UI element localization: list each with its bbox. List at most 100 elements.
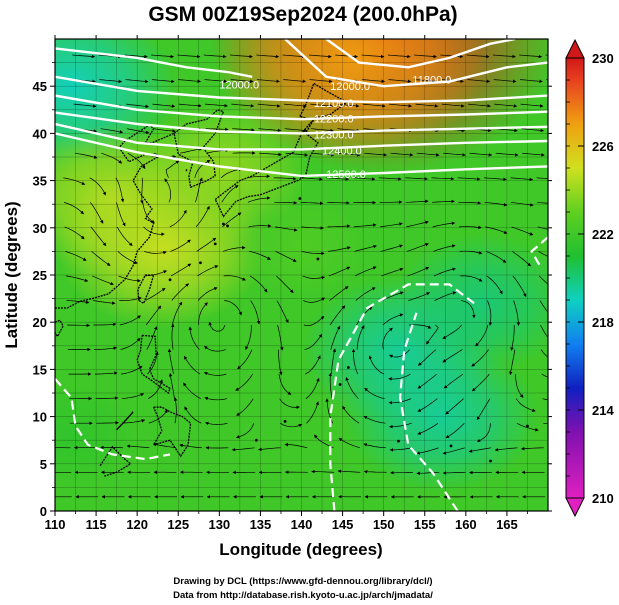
colorbar-tick-label: 222 (592, 227, 614, 242)
contour-label: 12300.0 (314, 129, 354, 141)
wind-arrow (432, 199, 455, 204)
wind-arrow (99, 79, 123, 84)
wind-arrow (521, 128, 545, 133)
wind-arrow (65, 251, 87, 261)
wind-arrow (230, 54, 253, 59)
wind-arrow (73, 103, 97, 108)
wind-arrow (519, 79, 543, 84)
wind-arrow (361, 54, 385, 59)
colorbar-tick-label: 210 (592, 491, 614, 506)
wind-arrow (247, 196, 271, 203)
height-contour (55, 75, 548, 104)
height-contour (55, 122, 548, 151)
wind-arrow (485, 226, 508, 234)
wind-arrow (203, 346, 226, 352)
wind-arrow (119, 315, 141, 326)
contour-label: 12500.0 (326, 169, 366, 181)
wind-arrow (363, 470, 387, 474)
wind-arrow (184, 355, 201, 375)
wind-arrow (126, 444, 150, 449)
wind-arrow (381, 267, 404, 277)
wind-arrow (368, 355, 385, 375)
wind-arrow (417, 422, 439, 435)
wind-arrow (124, 54, 148, 59)
wind-arrow (434, 291, 457, 301)
wind-arrow (433, 267, 456, 277)
wind-arrow (250, 300, 261, 325)
wind-arrow (432, 221, 456, 228)
wind-arrow (543, 422, 548, 425)
wind-arrow (460, 300, 476, 319)
wind-arrow (121, 365, 143, 375)
wind-arrow (433, 244, 456, 252)
y-tick-label: 20 (33, 315, 47, 330)
wind-arrow (442, 349, 463, 363)
wind-arrow (329, 305, 346, 326)
wind-arrow (443, 373, 464, 389)
wind-arrow (183, 382, 201, 400)
coastline (136, 334, 171, 395)
wind-arrow (363, 416, 386, 424)
wind-arrow (538, 251, 548, 257)
wind-arrow (249, 251, 271, 260)
wind-arrow (409, 324, 432, 329)
wind-arrow (245, 325, 252, 350)
wind-arrow (188, 326, 200, 350)
wind-arrow (414, 79, 438, 84)
colorbar-tick-label: 230 (592, 51, 614, 66)
wind-arrow (177, 54, 201, 59)
temperature-patch (55, 384, 138, 487)
wind-arrow (406, 220, 429, 228)
wind-arrow (494, 447, 518, 452)
y-tick-label: 0 (40, 504, 47, 519)
wind-arrow (416, 152, 440, 157)
wind-arrow (306, 401, 319, 424)
wind-arrow (247, 174, 271, 179)
wind-arrow (546, 79, 548, 81)
colorbar-max-triangle (565, 38, 585, 59)
wind-arrow (169, 209, 187, 228)
wind-arrow (355, 287, 376, 301)
x-tick-label: 140 (291, 517, 313, 532)
credit-data: Data from http://database.rish.kyoto-u.a… (173, 590, 433, 601)
wind-arrow (151, 54, 175, 59)
wind-arrow (466, 54, 490, 59)
wind-arrow (205, 103, 228, 108)
wind-arrow (382, 313, 404, 326)
temperature-patch (392, 234, 548, 373)
wind-arrow (520, 446, 544, 451)
contour-label: 12000.0 (330, 81, 370, 93)
wind-arrow (152, 103, 176, 108)
wind-arrow (512, 251, 532, 267)
x-tick-label: 150 (373, 517, 395, 532)
wind-arrow (495, 152, 519, 157)
wind-arrow (326, 201, 350, 205)
height-contour (55, 378, 171, 461)
island (283, 419, 287, 423)
wind-arrow (328, 266, 351, 277)
wind-arrow (275, 251, 297, 262)
height-contour (530, 236, 548, 267)
wind-arrow (153, 128, 176, 133)
island (489, 459, 492, 463)
wind-arrow (389, 349, 410, 358)
wind-arrow (458, 225, 482, 230)
wind-arrow (144, 270, 168, 277)
wind-arrow (63, 177, 86, 185)
wind-arrow (445, 398, 464, 415)
wind-arrow (66, 300, 90, 304)
wind-arrow (274, 226, 298, 232)
wind-arrow (203, 371, 227, 376)
wind-arrow (510, 177, 534, 182)
wind-arrow (511, 226, 534, 236)
wind-arrow (145, 288, 166, 301)
wind-arrow (362, 79, 385, 84)
wind-arrow (515, 374, 524, 398)
y-tick-label: 35 (33, 174, 47, 189)
x-tick-label: 145 (332, 517, 354, 532)
wind-arrow (118, 275, 141, 283)
wind-arrow (364, 387, 385, 400)
wind-arrow (542, 398, 548, 401)
wind-arrow (258, 128, 282, 133)
island (199, 261, 202, 265)
